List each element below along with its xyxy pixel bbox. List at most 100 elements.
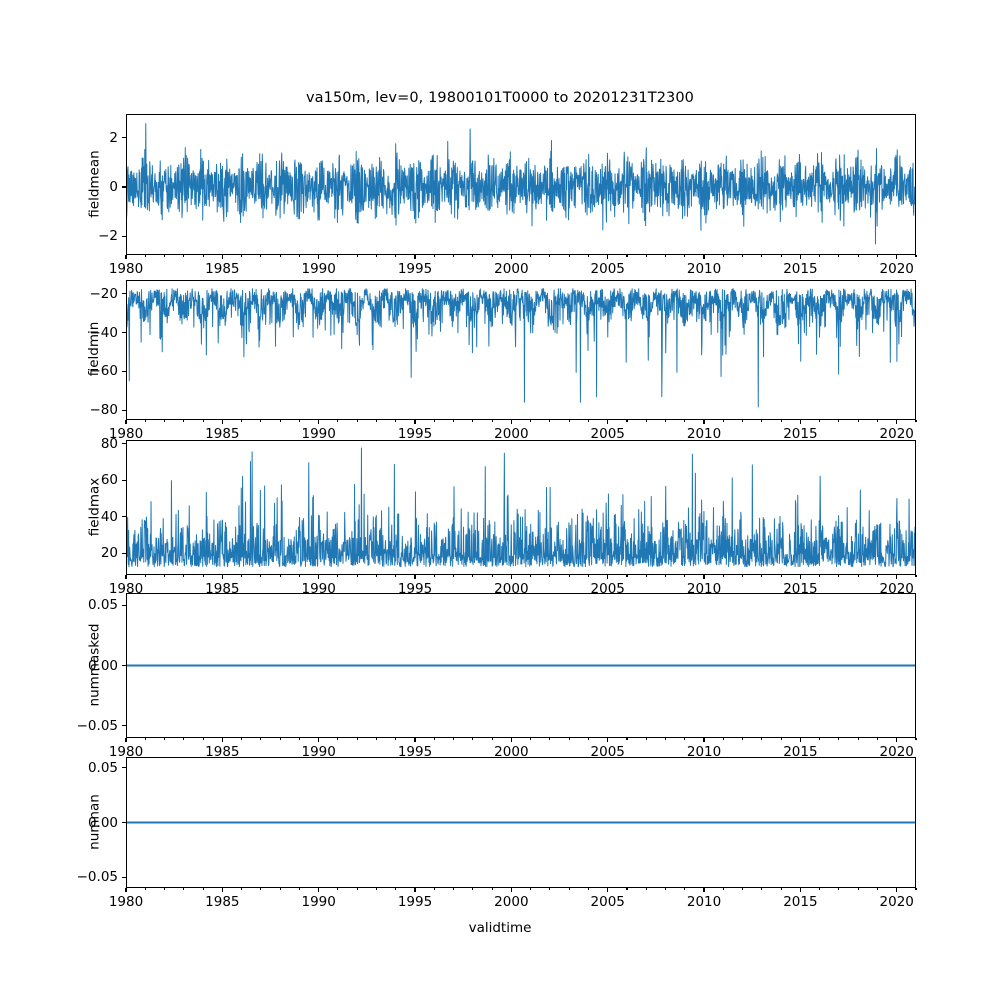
x-tick-mark-minor (819, 888, 821, 891)
x-tick-mark-major (607, 420, 609, 425)
x-tick-label: 1985 (205, 744, 240, 760)
x-tick-mark-minor (915, 888, 917, 891)
x-tick-mark-minor (375, 420, 378, 423)
x-tick-mark-minor (260, 420, 262, 423)
x-tick-mark-minor (395, 575, 397, 578)
series-path (126, 289, 916, 407)
x-tick-mark-major (799, 575, 801, 580)
y-tick-label: −0.05 (76, 717, 118, 734)
y-tick-label: 2 (109, 129, 118, 146)
y-tick-label: −2 (98, 228, 118, 245)
x-tick-mark-minor (241, 738, 243, 741)
x-tick-mark-minor (664, 255, 667, 258)
x-tick-mark-minor (684, 738, 686, 741)
x-tick-mark-minor (183, 575, 185, 578)
series-line-nummasked (126, 593, 916, 738)
x-tick-mark-minor (780, 738, 782, 741)
y-tick-label: 0 (109, 178, 118, 195)
x-tick-mark-minor (453, 420, 455, 423)
x-tick-mark-minor (163, 738, 166, 741)
x-tick-label: 1990 (301, 581, 336, 597)
plot-area-nummasked (126, 593, 916, 738)
x-tick-mark-major (703, 420, 705, 425)
x-tick-label: 1985 (205, 261, 240, 277)
x-tick-mark-minor (626, 420, 628, 423)
x-tick-mark-minor (202, 888, 204, 891)
x-tick-label: 1995 (397, 894, 433, 910)
x-tick-label: 1980 (108, 581, 144, 597)
x-tick-mark-minor (549, 575, 551, 578)
y-tick-label: 40 (100, 508, 118, 525)
x-tick-label: 1985 (205, 581, 240, 597)
x-tick-mark-minor (395, 888, 397, 891)
x-tick-mark-major (221, 420, 223, 425)
x-tick-mark-major (414, 888, 416, 893)
y-tick-label: 0.00 (87, 657, 118, 674)
x-tick-mark-major (510, 420, 512, 425)
x-tick-mark-minor (645, 420, 647, 423)
x-tick-mark-major (510, 888, 512, 893)
x-tick-mark-minor (645, 575, 647, 578)
x-tick-mark-major (799, 420, 801, 425)
x-tick-label: 2015 (783, 261, 818, 277)
y-tick-label: 60 (100, 472, 118, 489)
x-tick-label: 2015 (783, 894, 818, 910)
y-tick-mark (121, 136, 126, 139)
x-tick-label: 1990 (301, 426, 336, 442)
y-tick-mark (121, 370, 126, 372)
series-path (126, 124, 916, 244)
x-tick-mark-major (896, 255, 898, 260)
x-tick-mark-minor (298, 738, 300, 741)
x-tick-mark-minor (587, 420, 589, 423)
x-tick-mark-minor (202, 255, 204, 258)
y-tick-mark (121, 443, 126, 445)
x-tick-mark-minor (183, 888, 185, 891)
y-tick-mark (121, 516, 126, 518)
x-tick-mark-minor (241, 575, 243, 578)
plot-area-fieldmean (126, 114, 916, 255)
x-tick-mark-minor (530, 255, 532, 258)
y-axis-label-fieldmin: fieldmin (86, 321, 102, 377)
x-tick-mark-minor (722, 888, 724, 891)
x-tick-mark-minor (568, 738, 570, 741)
y-tick-mark (121, 821, 126, 824)
x-tick-label: 1980 (108, 744, 144, 760)
x-tick-mark-minor (241, 420, 243, 423)
x-tick-mark-minor (761, 575, 763, 578)
x-tick-mark-minor (568, 575, 570, 578)
x-tick-mark-major (703, 575, 705, 580)
y-tick-mark (121, 235, 126, 237)
x-tick-mark-major (414, 420, 416, 425)
x-tick-label: 2005 (590, 426, 625, 442)
y-axis-label-fieldmax: fieldmax (86, 477, 102, 536)
x-tick-mark-minor (337, 575, 339, 578)
x-tick-mark-minor (645, 255, 647, 258)
series-line-fieldmean (126, 114, 916, 255)
x-tick-label: 1990 (301, 261, 336, 277)
x-tick-mark-minor (780, 575, 782, 578)
series-line-numnan (126, 757, 916, 888)
y-tick-mark (121, 876, 126, 878)
x-tick-label: 2000 (494, 581, 529, 597)
x-tick-label: 2005 (590, 261, 625, 277)
x-tick-mark-minor (722, 255, 724, 258)
x-tick-mark-minor (549, 255, 551, 258)
x-tick-mark-minor (375, 888, 378, 891)
x-tick-mark-minor (876, 575, 878, 578)
x-tick-mark-major (607, 255, 609, 260)
x-tick-mark-minor (587, 738, 589, 741)
x-tick-mark-minor (915, 738, 917, 741)
x-tick-mark-minor (587, 888, 589, 891)
x-tick-mark-minor (241, 255, 243, 258)
x-tick-mark-minor (298, 420, 300, 423)
x-tick-mark-minor (761, 255, 763, 258)
x-tick-mark-minor (819, 738, 821, 741)
x-tick-mark-minor (163, 888, 166, 891)
x-tick-mark-minor (761, 420, 763, 423)
x-tick-mark-major (799, 738, 801, 743)
x-tick-label: 1995 (397, 744, 433, 760)
x-tick-mark-minor (279, 255, 281, 258)
y-tick-label: 0.05 (87, 597, 118, 614)
y-tick-mark (121, 331, 126, 334)
x-tick-mark-minor (163, 255, 166, 258)
